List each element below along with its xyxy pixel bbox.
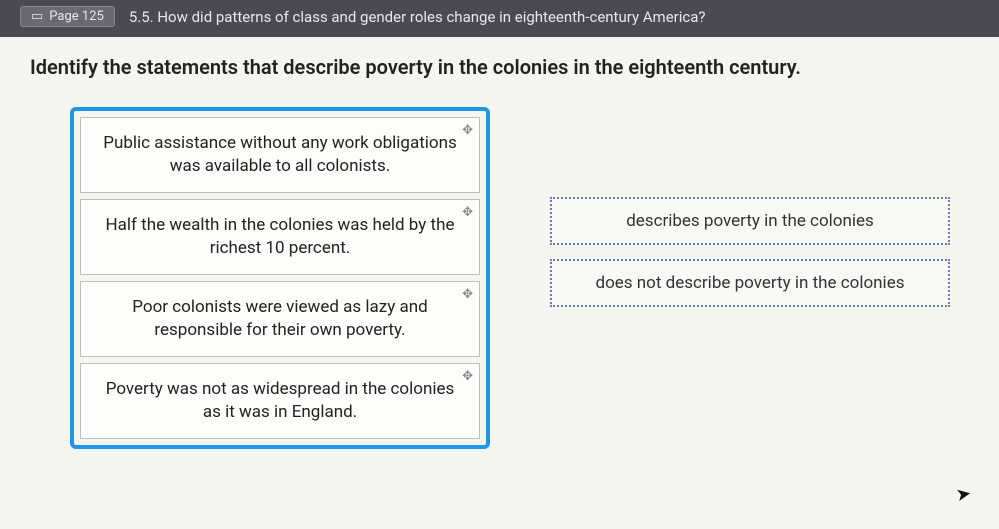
- statement-text: Half the wealth in the colonies was held…: [106, 215, 455, 258]
- page-indicator-button[interactable]: ▭ Page 125: [20, 6, 115, 27]
- cursor-icon: ➤: [954, 483, 973, 506]
- dropzone-group: describes poverty in the colonies does n…: [550, 197, 950, 321]
- statement-text: Public assistance without any work oblig…: [103, 133, 457, 176]
- move-icon: ✥: [462, 286, 473, 304]
- drag-drop-activity: ✥ Public assistance without any work obl…: [70, 107, 969, 449]
- dropzone-describes[interactable]: describes poverty in the colonies: [550, 197, 950, 245]
- draggable-statement[interactable]: ✥ Poor colonists were viewed as lazy and…: [80, 281, 480, 357]
- breadcrumb-bar: ▭ Page 125 5.5. How did patterns of clas…: [0, 0, 999, 37]
- question-area: Identify the statements that describe po…: [0, 37, 999, 449]
- draggable-statement[interactable]: ✥ Public assistance without any work obl…: [80, 117, 480, 193]
- statement-text: Poverty was not as widespread in the col…: [106, 379, 455, 422]
- draggable-source-group: ✥ Public assistance without any work obl…: [70, 107, 490, 449]
- statement-text: Poor colonists were viewed as lazy and r…: [132, 297, 427, 340]
- dropzone-does-not-describe[interactable]: does not describe poverty in the colonie…: [550, 259, 950, 307]
- question-prompt: Identify the statements that describe po…: [30, 55, 969, 79]
- draggable-statement[interactable]: ✥ Half the wealth in the colonies was he…: [80, 199, 480, 275]
- dropzone-label: does not describe poverty in the colonie…: [596, 273, 905, 293]
- move-icon: ✥: [462, 122, 473, 140]
- move-icon: ✥: [462, 368, 473, 386]
- page-label: Page 125: [49, 9, 104, 24]
- book-icon: ▭: [31, 9, 43, 24]
- draggable-statement[interactable]: ✥ Poverty was not as widespread in the c…: [80, 363, 480, 439]
- section-title: 5.5. How did patterns of class and gende…: [129, 8, 706, 26]
- dropzone-label: describes poverty in the colonies: [626, 211, 874, 231]
- move-icon: ✥: [462, 204, 473, 222]
